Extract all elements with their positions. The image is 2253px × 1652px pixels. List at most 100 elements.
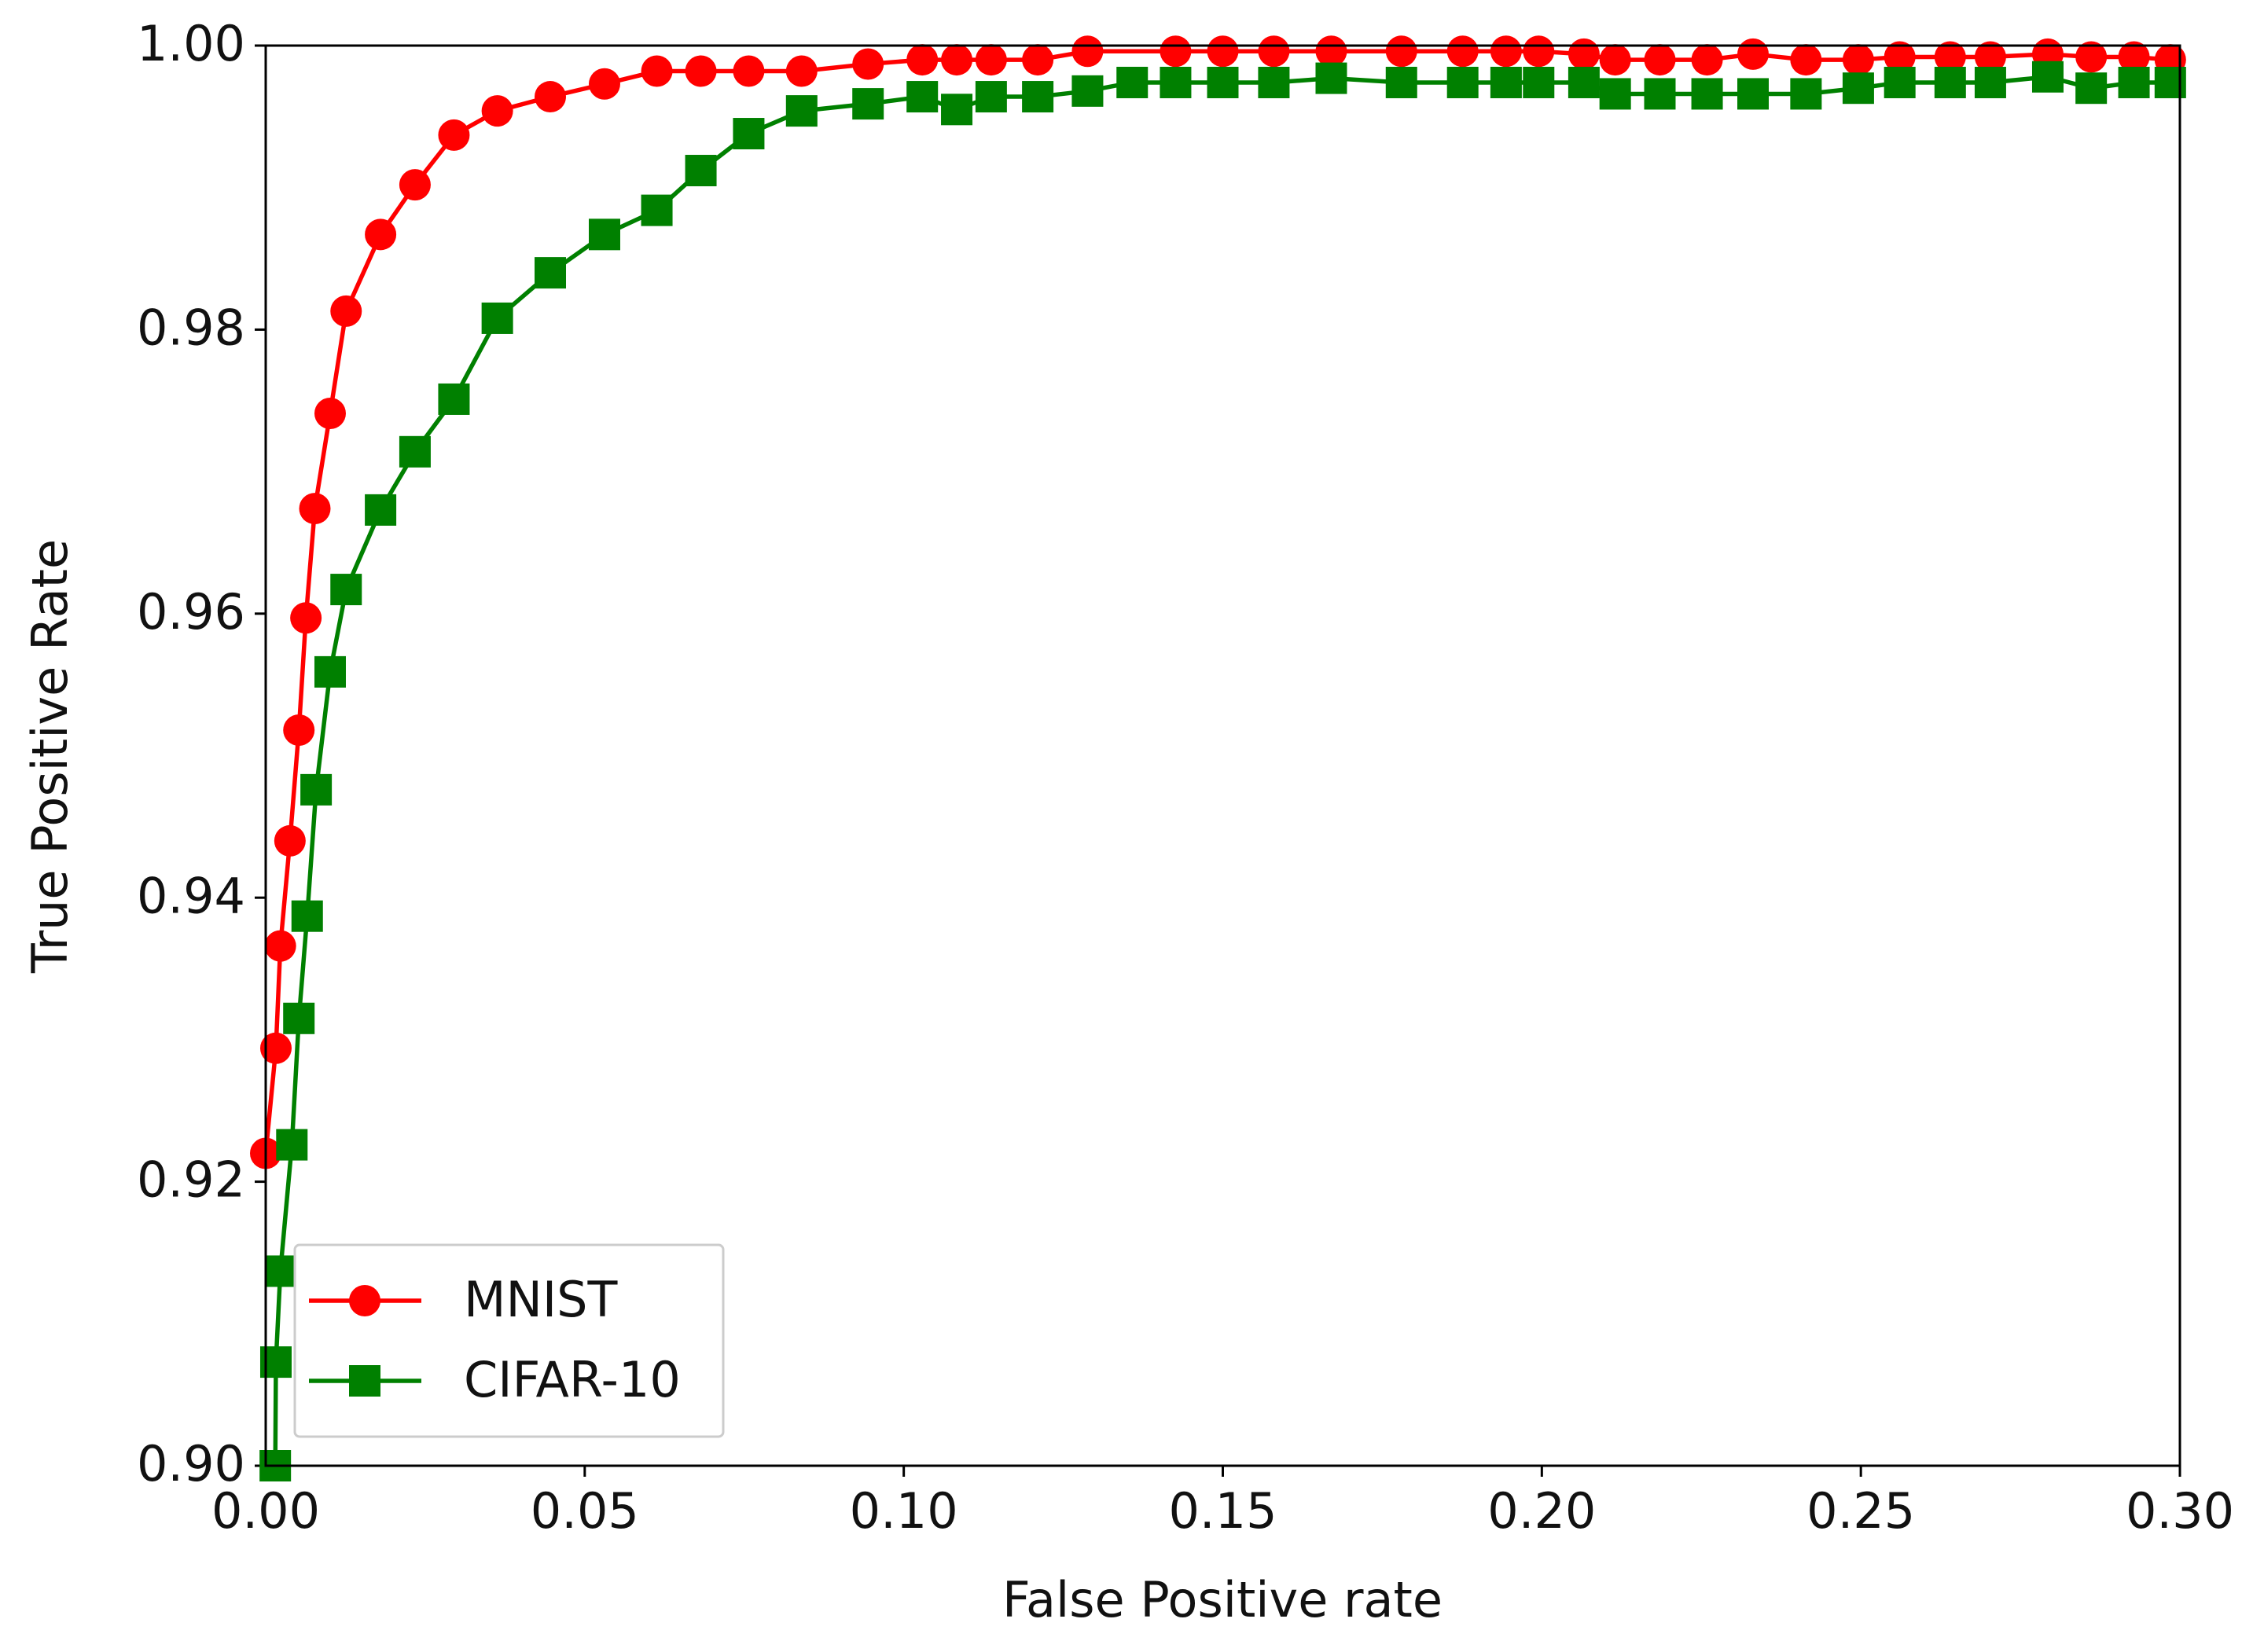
data-point [1884,41,1916,73]
data-point [1385,35,1417,68]
legend-box [293,1243,725,1438]
data-point [588,218,620,251]
y-tick-label: 0.98 [137,299,245,356]
data-point [785,55,818,87]
markers [250,35,2186,1169]
data-point [685,55,717,87]
data-point [2031,61,2064,93]
data-point [641,194,673,226]
data-point [330,574,362,606]
data-point [1446,66,1479,98]
data-point [1934,66,1966,98]
x-tick-label: 0.30 [2126,1482,2234,1540]
legend-label: CIFAR-10 [464,1351,681,1408]
data-point [1737,38,1769,70]
data-point [1022,81,1054,113]
data-point [785,95,818,127]
data-point [274,824,306,857]
data-point [1599,78,1631,110]
data-point [314,398,346,430]
plot-frame [264,44,2181,1467]
data-point [291,900,323,932]
markers [259,61,2186,1481]
data-point [365,494,397,526]
data-point [299,493,331,525]
data-point [330,295,362,327]
data-point [941,94,973,126]
data-point [1644,44,1676,76]
y-tick-label: 0.90 [137,1435,245,1492]
x-tick-label: 0.25 [1806,1482,1915,1540]
y-axis-title: True Positive Rate [21,539,79,974]
data-point [733,118,765,150]
data-point [1790,78,1822,110]
y-tick-label: 0.96 [137,583,245,641]
data-point [1644,78,1676,110]
data-point [1258,66,1290,98]
series-line [266,49,2171,1154]
x-tick-label: 0.15 [1168,1482,1277,1540]
x-axis-title: False Positive rate [1002,1571,1443,1628]
data-point [852,88,884,120]
data-point [1884,66,1916,98]
data-point [975,81,1007,113]
data-point [283,714,315,746]
data-point [300,773,333,806]
data-point [438,119,470,151]
data-point [1160,66,1192,98]
data-point [2075,41,2108,73]
data-point [852,48,884,80]
data-point [2118,41,2150,73]
y-tick-label: 0.92 [137,1151,245,1209]
data-point [1490,66,1522,98]
data-point [588,68,620,100]
data-point [365,218,397,251]
data-point [399,435,431,468]
data-point [1315,62,1347,94]
data-point [259,1032,292,1064]
y-tick-label: 1.00 [137,15,245,72]
data-point [1523,66,1555,98]
legend-label: MNIST [464,1271,619,1328]
data-point [1071,35,1104,68]
data-point [1842,44,1874,76]
data-point [2118,66,2150,98]
data-point [1116,66,1149,98]
legend-marker [349,1365,380,1397]
data-point [438,383,470,415]
data-point [1568,38,1600,70]
data-point [1737,78,1769,110]
data-point [283,1002,315,1034]
data-point [314,655,346,688]
x-tick-label: 0.10 [850,1482,958,1540]
data-point [264,930,296,962]
data-point [906,81,939,113]
data-point [1207,66,1239,98]
data-point [481,95,513,127]
data-point [399,169,431,201]
data-point [1022,44,1054,76]
data-point [535,257,567,289]
data-point [2154,66,2186,98]
data-point [1974,41,2006,73]
x-tick-label: 0.05 [531,1482,639,1540]
data-point [1842,72,1874,105]
data-point [733,55,765,87]
data-point [1691,78,1723,110]
legend-marker [349,1285,380,1316]
data-point [1691,44,1723,76]
data-point [1315,35,1347,68]
data-point [1523,35,1555,68]
data-point [1599,44,1631,76]
data-point [1160,35,1192,68]
data-point [1568,66,1600,98]
data-point [1207,35,1239,68]
data-point [481,302,513,334]
legend: MNIST CIFAR-10 [293,1243,725,1438]
data-point [641,55,673,87]
data-point [1934,41,1966,73]
data-point [264,1255,296,1287]
data-point [1490,35,1522,68]
